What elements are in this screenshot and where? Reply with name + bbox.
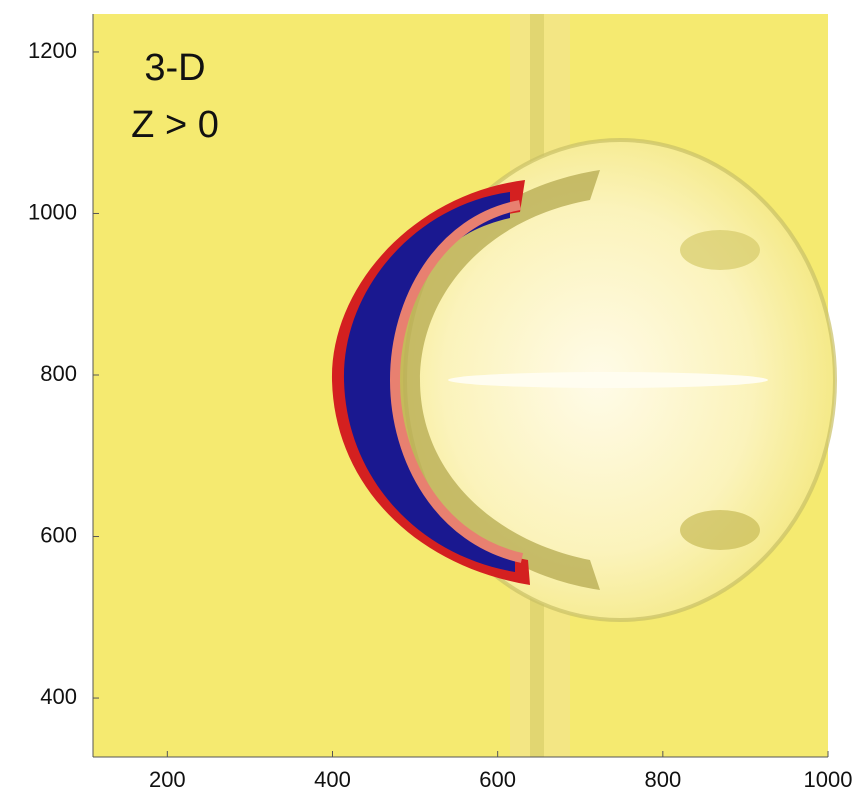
field-image — [93, 14, 837, 757]
y-tick-label: 600 — [40, 522, 77, 547]
x-tick-label: 1000 — [804, 767, 853, 792]
y-tick-label: 1200 — [28, 38, 77, 63]
x-tick-label: 600 — [479, 767, 516, 792]
annotation: Z > 0 — [131, 104, 219, 146]
y-tick-label: 800 — [40, 361, 77, 386]
y-tick-label: 1000 — [28, 199, 77, 224]
y-tick-label: 400 — [40, 684, 77, 709]
x-tick-label: 200 — [149, 767, 186, 792]
x-tick-label: 400 — [314, 767, 351, 792]
x-tick-label: 800 — [644, 767, 681, 792]
annotation: 3-D — [144, 47, 205, 89]
